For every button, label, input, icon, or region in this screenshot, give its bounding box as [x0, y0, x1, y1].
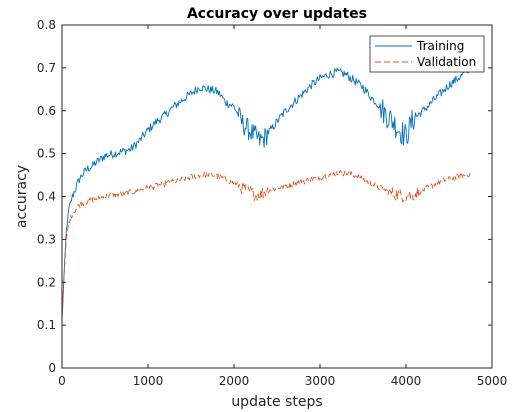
y-tick-label: 0.2 [37, 275, 56, 289]
series-line-training [61, 67, 471, 321]
legend-label-training: Training [416, 39, 464, 53]
x-tick-label: 3000 [305, 374, 336, 388]
y-tick-label: 0 [48, 361, 56, 375]
x-tick-label: 2000 [219, 374, 250, 388]
y-axis-label: accuracy [14, 165, 30, 228]
y-tick-label: 0.4 [37, 190, 56, 204]
chart-title: Accuracy over updates [187, 6, 367, 22]
legend-box [369, 35, 485, 73]
series-line-validation [61, 169, 471, 322]
x-tick-label: 4000 [391, 374, 422, 388]
y-tick-label: 0.3 [37, 232, 56, 246]
y-tick-label: 0.6 [37, 104, 56, 118]
x-tick-label: 0 [58, 374, 66, 388]
legend: Training Validation [369, 35, 485, 73]
legend-label-validation: Validation [417, 55, 476, 69]
y-tick-label: 0.7 [37, 61, 56, 75]
x-tick-label: 1000 [133, 374, 164, 388]
y-tick-label: 0.5 [37, 147, 56, 161]
y-tick-label: 0.1 [37, 318, 56, 332]
x-axis-label: update steps [231, 394, 322, 410]
x-tick-label: 5000 [477, 374, 508, 388]
y-tick-label: 0.8 [37, 18, 56, 32]
ticks-layer: 0 1000 2000 3000 4000 5000 0 0.1 0.2 0.3 0.4 0.5 0.6… [37, 18, 507, 388]
plot-area [62, 25, 492, 368]
series-layer [61, 67, 471, 322]
